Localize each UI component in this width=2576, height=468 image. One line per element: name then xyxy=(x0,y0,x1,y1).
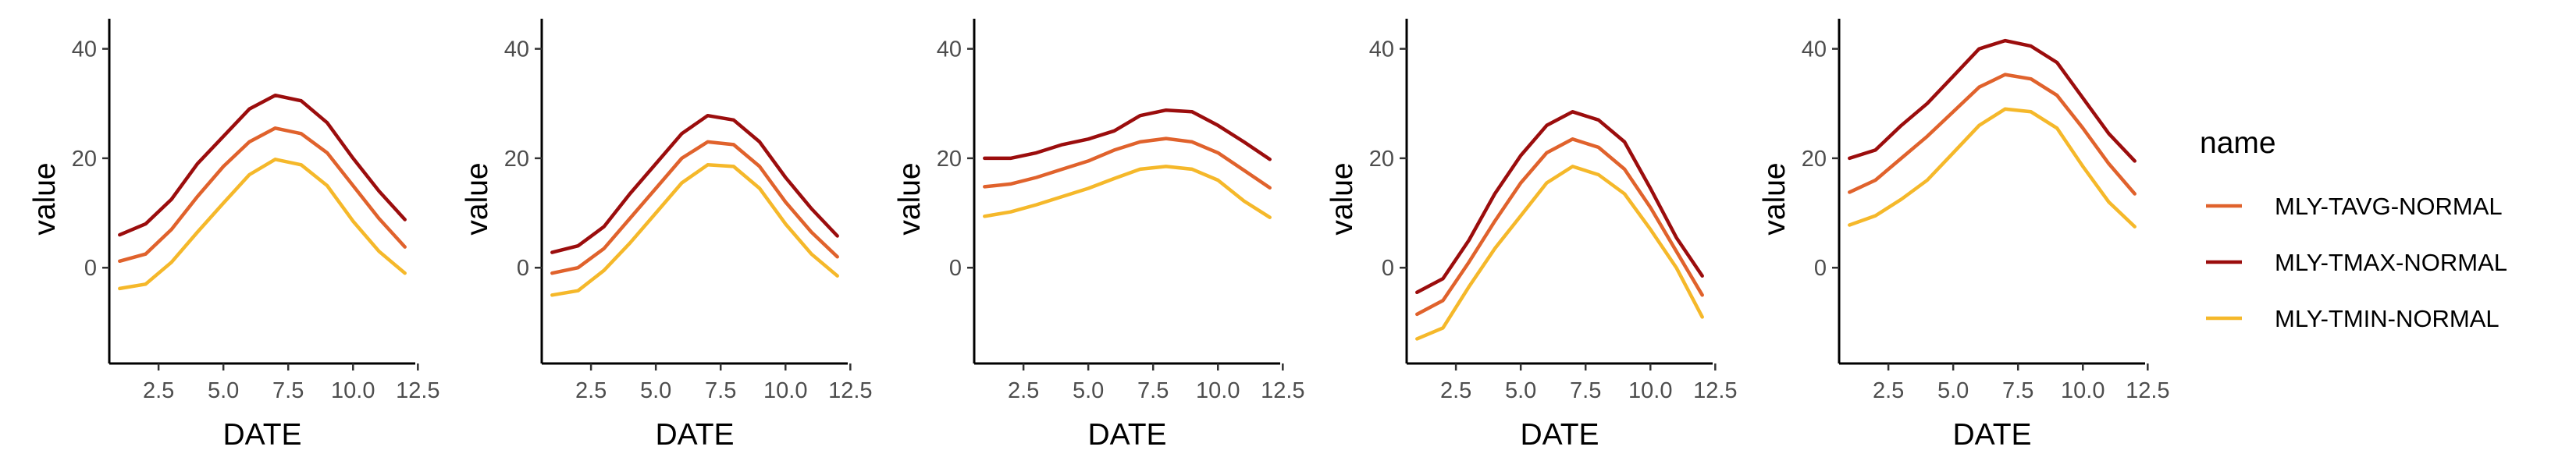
x-tick-label: 7.5 xyxy=(2002,378,2033,403)
y-tick-label: 40 xyxy=(72,37,97,62)
x-tick-label: 12.5 xyxy=(1261,378,1304,403)
y-axis-title: value xyxy=(461,162,494,235)
x-tick-label: 5.0 xyxy=(1073,378,1104,403)
x-tick-label: 12.5 xyxy=(1693,378,1737,403)
x-tick-label: 12.5 xyxy=(2126,378,2169,403)
series-line-mly-tavg-normal xyxy=(1415,137,1704,317)
y-tick-label: 20 xyxy=(504,147,529,172)
series-line-mly-tavg-normal xyxy=(550,140,839,275)
x-tick-label: 5.0 xyxy=(640,378,671,403)
facet-panel-4: 0 20 40 2.5 5.0 7.5 10.0 12.5 DATE value xyxy=(1325,19,1738,452)
series-line-mly-tmin-normal xyxy=(1848,107,2137,229)
y-tick-label: 20 xyxy=(1802,147,1827,172)
y-axis-title: value xyxy=(28,162,62,235)
y-tick-label: 40 xyxy=(504,37,529,62)
x-tick-label: 10.0 xyxy=(2061,378,2105,403)
series-line-mly-tmin-normal xyxy=(1415,165,1704,341)
x-axis-title: DATE xyxy=(1520,418,1599,452)
x-tick-label: 7.5 xyxy=(272,378,304,403)
y-tick-label: 0 xyxy=(84,256,97,281)
y-axis-title: value xyxy=(1325,162,1359,235)
y-tick-label: 0 xyxy=(1382,256,1394,281)
x-tick-label: 10.0 xyxy=(1628,378,1672,403)
x-tick-label: 7.5 xyxy=(1570,378,1601,403)
y-tick-label: 20 xyxy=(1369,147,1394,172)
x-tick-label: 5.0 xyxy=(1505,378,1536,403)
x-tick-label: 7.5 xyxy=(705,378,736,403)
legend-label-mly-tavg-normal: MLY-TAVG-NORMAL xyxy=(2275,193,2503,220)
x-axis-title: DATE xyxy=(1952,418,2031,452)
x-tick-label: 7.5 xyxy=(1137,378,1169,403)
series-line-mly-tmax-normal xyxy=(550,113,839,254)
series-line-mly-tmin-normal xyxy=(118,158,407,291)
y-tick-label: 20 xyxy=(72,147,97,172)
x-tick-label: 10.0 xyxy=(763,378,807,403)
y-axis-title: value xyxy=(893,162,927,235)
y-tick-label: 0 xyxy=(949,256,962,281)
y-tick-label: 40 xyxy=(1369,37,1394,62)
x-axis-title: DATE xyxy=(1087,418,1166,452)
series-line-mly-tavg-normal xyxy=(118,126,407,264)
facet-panel-3: 0 20 40 2.5 5.0 7.5 10.0 12.5 DATE value xyxy=(893,19,1305,452)
x-tick-label: 2.5 xyxy=(575,378,607,403)
x-axis-title: DATE xyxy=(222,418,301,452)
y-tick-label: 0 xyxy=(517,256,529,281)
y-tick-label: 40 xyxy=(1802,37,1827,62)
x-tick-label: 5.0 xyxy=(208,378,239,403)
x-axis-title: DATE xyxy=(655,418,734,452)
series-line-mly-tavg-normal xyxy=(983,136,1272,190)
legend-label-mly-tmax-normal: MLY-TMAX-NORMAL xyxy=(2275,249,2507,276)
facet-panel-5: 0 20 40 2.5 5.0 7.5 10.0 12.5 DATE value xyxy=(1758,19,2170,452)
series-line-mly-tavg-normal xyxy=(1848,73,2137,196)
y-tick-label: 20 xyxy=(937,147,962,172)
y-tick-label: 0 xyxy=(1814,256,1827,281)
x-tick-label: 2.5 xyxy=(1440,378,1471,403)
facet-panel-2: 0 20 40 2.5 5.0 7.5 10.0 12.5 DATE value xyxy=(461,19,873,452)
series-line-mly-tmin-normal xyxy=(983,165,1272,219)
x-tick-label: 10.0 xyxy=(1196,378,1240,403)
legend-label-mly-tmin-normal: MLY-TMIN-NORMAL xyxy=(2275,305,2500,332)
series-line-mly-tmin-normal xyxy=(550,163,839,297)
x-tick-label: 5.0 xyxy=(1937,378,1969,403)
series-line-mly-tmax-normal xyxy=(1415,110,1704,295)
x-tick-label: 2.5 xyxy=(1008,378,1039,403)
series-line-mly-tmax-normal xyxy=(983,108,1272,161)
facet-panel-1: 0 20 40 2.5 5.0 7.5 10.0 12.5 DATE value xyxy=(28,19,440,452)
x-tick-label: 12.5 xyxy=(828,378,872,403)
legend-title: name xyxy=(2200,126,2276,160)
series-line-mly-tmax-normal xyxy=(1848,38,2137,163)
series-line-mly-tmax-normal xyxy=(118,93,407,237)
x-tick-label: 2.5 xyxy=(143,378,174,403)
legend: name MLY-TAVG-NORMAL MLY-TMAX-NORMAL MLY-TM… xyxy=(2200,126,2507,332)
x-tick-label: 12.5 xyxy=(396,378,439,403)
x-tick-label: 10.0 xyxy=(331,378,375,403)
y-tick-label: 40 xyxy=(937,37,962,62)
y-axis-title: value xyxy=(1758,162,1791,235)
x-tick-label: 2.5 xyxy=(1873,378,1904,403)
